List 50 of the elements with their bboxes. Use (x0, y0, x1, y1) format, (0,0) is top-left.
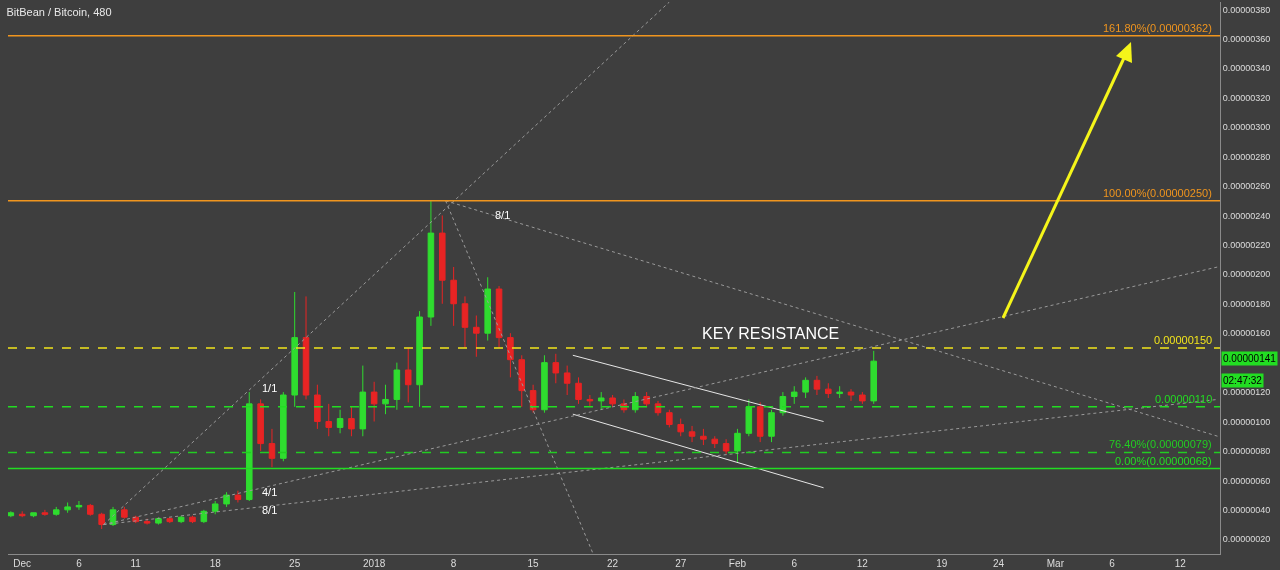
x-tick-label: 6 (791, 558, 798, 569)
y-tick-label: 0.00000020 (1222, 534, 1271, 545)
text: 02:47:32 (1223, 375, 1263, 386)
y-tick-label: 0.00000260 (1222, 181, 1271, 192)
annotation: 4/1 (262, 486, 278, 498)
x-tick-label: Dec (13, 558, 32, 569)
y-tick-label: 0.00000100 (1222, 416, 1271, 427)
x-tick-label: 25 (289, 558, 301, 569)
ref-line-label: 76.40%(0.00000079) (1109, 438, 1212, 450)
x-tick-label: 27 (675, 558, 687, 569)
annotation: 8/1 (262, 504, 278, 516)
ref-line-label: 0.00000110 (1155, 393, 1213, 405)
y-tick-label: 0.00000280 (1222, 151, 1271, 162)
x-tick-label: 22 (607, 558, 619, 569)
y-tick-label: 0.00000320 (1222, 92, 1271, 103)
annotation: 1/1 (262, 382, 278, 394)
y-tick-label: 0.00000120 (1222, 387, 1271, 398)
y-tick-label: 0.00000220 (1222, 240, 1271, 251)
x-tick-label: Mar (1046, 558, 1065, 569)
x-tick-label: 6 (76, 558, 83, 569)
x-tick-label: 15 (527, 558, 540, 569)
y-tick-label: 0.00000340 (1222, 63, 1271, 74)
y-tick-label: 0.00000160 (1222, 328, 1271, 339)
y-tick-label: 0.00000200 (1222, 269, 1271, 280)
ref-line-label: 0.00000150 (1154, 334, 1213, 346)
annotation: KEY RESISTANCE (702, 325, 840, 342)
y-tick-label: 0.00000060 (1222, 475, 1271, 486)
y-tick-label: 0.00000080 (1222, 446, 1271, 457)
x-tick-label: 12 (1174, 558, 1187, 569)
annotation: 8/1 (495, 209, 511, 221)
x-tick-label: Feb (728, 558, 747, 569)
x-tick-label: 18 (209, 558, 222, 569)
text: 0.00000141 (1223, 353, 1277, 364)
x-tick-label: 8 (450, 558, 457, 569)
y-tick-label: 0.00000380 (1222, 4, 1271, 15)
x-tick-label: 11 (130, 558, 142, 569)
y-tick-label: 0.00000300 (1222, 122, 1271, 133)
y-tick-label: 0.00000360 (1222, 33, 1271, 44)
x-tick-label: 24 (993, 558, 1005, 569)
x-tick-label: 2018 (363, 558, 386, 569)
ref-line-label: 0.00%(0.00000068) (1115, 455, 1212, 467)
y-tick-label: 0.00000240 (1222, 210, 1271, 221)
ref-line-label: 100.00%(0.00000250) (1103, 187, 1212, 199)
y-tick-label: 0.00000040 (1222, 504, 1271, 515)
x-tick-label: 6 (1109, 558, 1116, 569)
x-tick-label: 12 (856, 558, 869, 569)
chart-title: BitBean / Bitcoin, 480 (6, 6, 112, 19)
ref-line-label: 161.80%(0.00000362) (1103, 22, 1212, 34)
y-tick-label: 0.00000180 (1222, 298, 1271, 309)
x-tick-label: 19 (936, 558, 948, 569)
